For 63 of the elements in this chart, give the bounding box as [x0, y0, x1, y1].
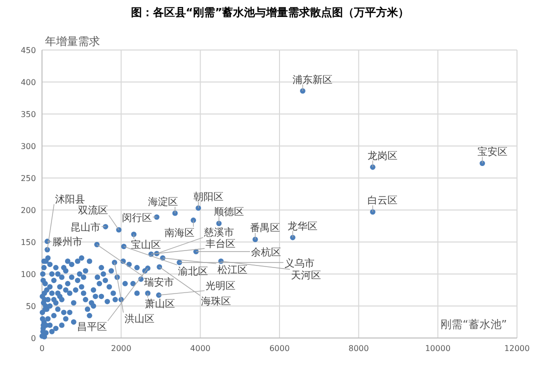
- y-tick-label: 400: [20, 78, 36, 87]
- annotation: 番禺区: [250, 222, 280, 234]
- annotation: 海淀区: [148, 196, 178, 208]
- annotation: 松江区: [217, 264, 248, 276]
- annotation: 朝阳区: [193, 192, 224, 208]
- annotation: 慈溪市: [203, 226, 234, 239]
- x-tick-label: 2000: [110, 344, 132, 353]
- x-tick-label: 8000: [348, 344, 369, 353]
- annotation: 浦东新区: [292, 74, 333, 86]
- annotation: 海淀区: [148, 197, 178, 214]
- x-tick-label: 6000: [269, 344, 290, 353]
- annotation: 余杭区: [196, 247, 282, 258]
- annotation: 瑞安市: [144, 276, 174, 289]
- x-tick-label: 0: [39, 344, 45, 353]
- y-tick-label: 350: [20, 110, 36, 119]
- annotation: 宝安区: [477, 147, 508, 164]
- chart-title: 图：各区县“刚需”蓄水池与增量需求散点图（万平方米）: [130, 6, 410, 19]
- annotation: 天河区: [290, 270, 321, 282]
- annotation: 龙华区: [288, 221, 318, 238]
- annotation: 番禺区: [250, 223, 280, 240]
- x-tick-label: 10000: [425, 344, 451, 353]
- annotation: 顺德区: [214, 207, 244, 218]
- annotation: 滕州市: [52, 236, 82, 248]
- annotation: 洪山区: [124, 312, 154, 325]
- annotation: 朝阳区: [193, 190, 224, 203]
- annotation: 龙华区: [288, 220, 318, 232]
- y-tick-label: 200: [20, 206, 36, 215]
- annotation: 萧山区: [144, 298, 175, 310]
- y-tick-label: 100: [20, 270, 36, 279]
- annotation: 南海区: [164, 227, 194, 240]
- y-tick-label: 150: [20, 238, 36, 247]
- annotation: 余杭区: [251, 246, 282, 258]
- x-tick-label: 4000: [190, 344, 211, 353]
- annotation: 龙岗区: [368, 150, 398, 168]
- annotation: 浦东新区: [292, 74, 333, 92]
- annotation: 沭阳县: [55, 193, 86, 206]
- annotation: 白云区: [368, 194, 398, 207]
- annotation: 昆山市: [70, 221, 101, 234]
- annotation: 龙岗区: [368, 150, 398, 162]
- annotation: 昆山市: [70, 222, 106, 234]
- annotation: 宝安区: [477, 146, 508, 158]
- annotation: 丰台区: [206, 238, 236, 250]
- x-tick-label: 12000: [504, 344, 530, 353]
- annotation: 闵行区: [122, 212, 152, 224]
- x-axis-title: 刚需“蓄水池”: [440, 318, 507, 331]
- annotation: 南海区: [164, 220, 194, 240]
- annotation: 闵行区: [122, 212, 158, 224]
- y-tick-label: 250: [20, 174, 36, 183]
- y-tick-label: 0: [30, 334, 36, 343]
- annotation: 双流区: [78, 204, 108, 217]
- annotation: 白云区: [368, 196, 398, 212]
- annotation: 顺德区: [214, 207, 244, 224]
- annotation: 萧山区: [144, 292, 175, 310]
- y-axis-title: 年增量需求: [45, 35, 100, 48]
- annotation: 滕州市: [46, 237, 82, 248]
- y-tick-label: 300: [20, 142, 36, 151]
- annotation: 渝北区: [178, 265, 208, 278]
- y-tick-label: 450: [20, 46, 36, 55]
- annotation: 海珠区: [200, 296, 231, 308]
- y-tick-label: 50: [26, 302, 36, 311]
- annotation: 义乌市: [284, 257, 314, 270]
- annotation: 光明区: [206, 280, 236, 292]
- annotation: 昌平区: [76, 322, 107, 334]
